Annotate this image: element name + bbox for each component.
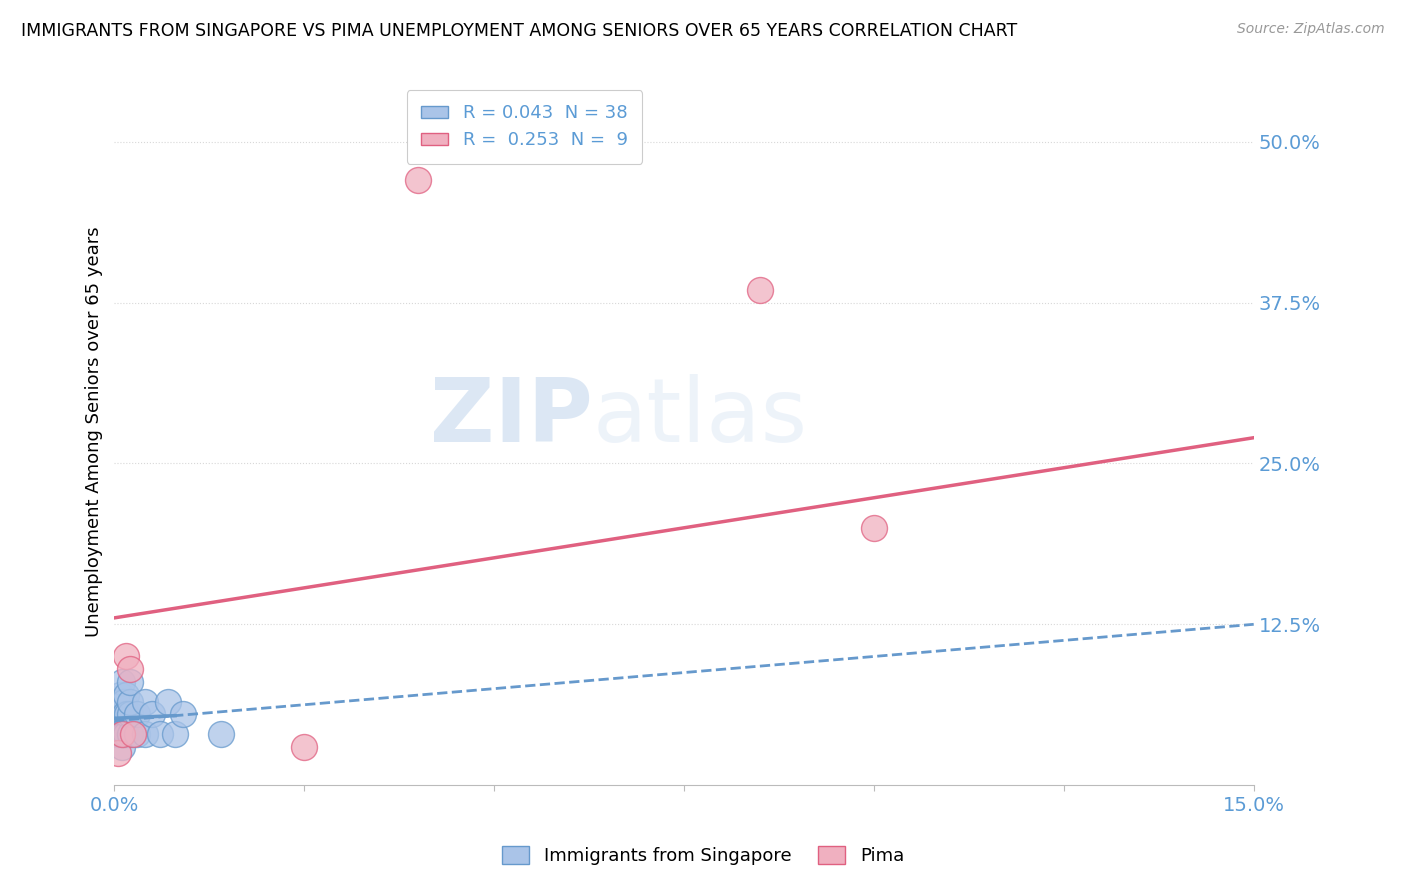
Point — [112, 694, 135, 708]
Point — [134, 694, 156, 708]
Text: ZIP: ZIP — [430, 374, 593, 460]
Point — [165, 727, 187, 741]
Point — [107, 727, 129, 741]
Point — [156, 694, 179, 708]
Point — [122, 727, 145, 741]
Point — [115, 707, 138, 722]
Point — [105, 727, 128, 741]
Y-axis label: Unemployment Among Seniors over 65 years: Unemployment Among Seniors over 65 years — [86, 226, 103, 637]
Point — [112, 727, 135, 741]
Point — [149, 727, 172, 741]
Point — [118, 675, 141, 690]
Point — [111, 727, 134, 741]
Point — [111, 694, 134, 708]
Point — [107, 707, 129, 722]
Point — [292, 739, 315, 754]
Point — [108, 714, 131, 728]
Point — [111, 727, 134, 741]
Point — [749, 283, 772, 297]
Point — [112, 707, 135, 722]
Point — [110, 694, 132, 708]
Point — [118, 662, 141, 676]
Point — [110, 727, 132, 741]
Point — [118, 707, 141, 722]
Text: IMMIGRANTS FROM SINGAPORE VS PIMA UNEMPLOYMENT AMONG SENIORS OVER 65 YEARS CORRE: IMMIGRANTS FROM SINGAPORE VS PIMA UNEMPL… — [21, 22, 1018, 40]
Point — [141, 707, 163, 722]
Legend: R = 0.043  N = 38, R =  0.253  N =  9: R = 0.043 N = 38, R = 0.253 N = 9 — [406, 90, 643, 164]
Point — [118, 694, 141, 708]
Point — [114, 707, 136, 722]
Point — [127, 707, 149, 722]
Point — [111, 675, 134, 690]
Point — [107, 746, 129, 760]
Point — [209, 727, 232, 741]
Point — [105, 694, 128, 708]
Point — [105, 707, 128, 722]
Point — [114, 649, 136, 664]
Point — [108, 727, 131, 741]
Point — [118, 727, 141, 741]
Point — [863, 521, 886, 535]
Point — [114, 727, 136, 741]
Text: atlas: atlas — [593, 374, 808, 460]
Point — [110, 707, 132, 722]
Point — [172, 707, 194, 722]
Legend: Immigrants from Singapore, Pima: Immigrants from Singapore, Pima — [494, 837, 912, 874]
Point — [114, 688, 136, 702]
Point — [134, 727, 156, 741]
Point — [112, 727, 135, 741]
Point — [406, 173, 429, 187]
Point — [111, 739, 134, 754]
Point — [127, 727, 149, 741]
Point — [108, 688, 131, 702]
Point — [111, 707, 134, 722]
Text: Source: ZipAtlas.com: Source: ZipAtlas.com — [1237, 22, 1385, 37]
